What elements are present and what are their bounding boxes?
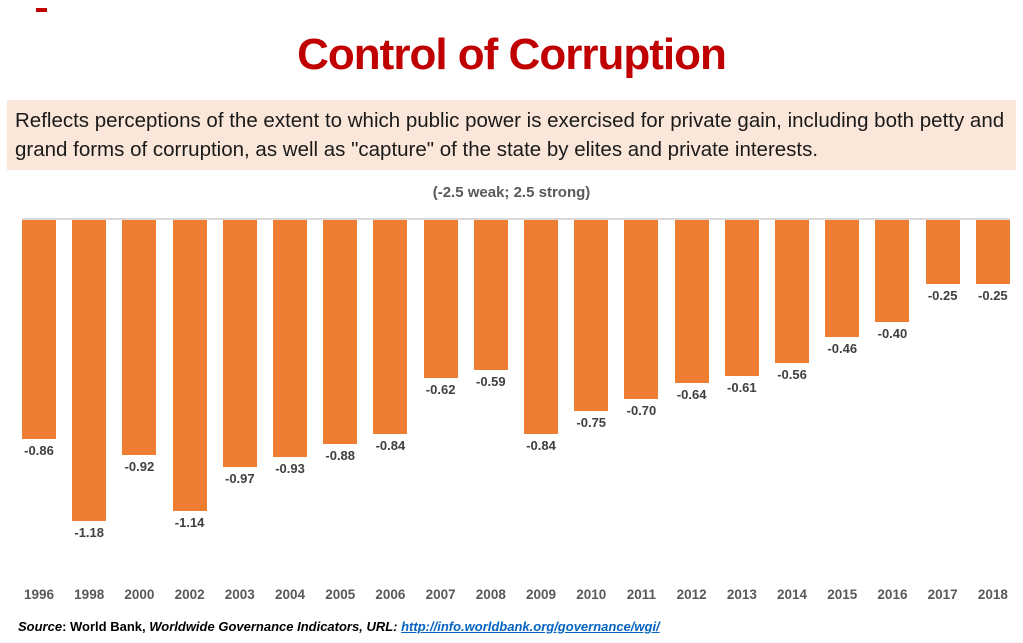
value-label-2014: -0.56 <box>777 367 807 382</box>
year-label-2018: 2018 <box>977 587 1008 602</box>
year-label-2002: 2002 <box>174 587 205 602</box>
value-label-2003: -0.97 <box>224 471 255 486</box>
page-title: Control of Corruption <box>297 30 727 79</box>
bar-column: -0.25 2017 <box>925 220 960 602</box>
bar-1998 <box>72 220 107 521</box>
bar-2017 <box>925 220 960 284</box>
bar-column: -0.61 2013 <box>724 220 759 602</box>
source-line: Source: World Bank, Worldwide Governance… <box>18 619 660 634</box>
year-label-2008: 2008 <box>475 587 506 602</box>
year-label-2010: 2010 <box>576 587 607 602</box>
source-org: : World Bank, <box>62 619 150 634</box>
year-label-2017: 2017 <box>927 587 958 602</box>
bar-column: -0.25 2018 <box>975 220 1010 602</box>
description-text: Reflects perceptions of the extent to wh… <box>15 109 1005 161</box>
bar-2014 <box>775 220 810 363</box>
year-label-1996: 1996 <box>23 587 55 602</box>
bar-column: -0.88 2005 <box>323 220 358 602</box>
value-label-2005: -0.88 <box>325 448 356 463</box>
scale-note: (-2.5 weak; 2.5 strong) <box>432 184 591 201</box>
source-publication: Worldwide Governance Indicators, <box>149 619 367 634</box>
bar-column: -1.18 1998 <box>72 220 107 602</box>
bar-column: -0.40 2016 <box>875 220 910 602</box>
bar-2012 <box>674 220 709 383</box>
value-label-1998: -1.18 <box>74 525 105 540</box>
value-label-2010: -0.75 <box>576 415 607 430</box>
bar-2013 <box>724 220 759 376</box>
bar-2016 <box>875 220 910 322</box>
year-label-2014: 2014 <box>777 587 808 602</box>
value-label-2012: -0.64 <box>676 387 707 402</box>
bar-chart: -0.86 1996 -1.18 1998 -0.92 2000 -1.14 2002 -0.9… <box>22 220 1010 602</box>
value-label-2009: -0.84 <box>526 438 556 453</box>
bar-column: -0.46 2015 <box>825 220 860 602</box>
year-label-2003: 2003 <box>224 587 255 602</box>
year-label-2012: 2012 <box>676 587 707 602</box>
bar-2009 <box>524 220 559 434</box>
bar-column: -0.70 2011 <box>624 220 659 602</box>
value-label-2013: -0.61 <box>727 380 757 395</box>
bar-2011 <box>624 220 659 399</box>
bar-2006 <box>373 220 408 434</box>
bar-column: -1.14 2002 <box>172 220 207 602</box>
year-label-2016: 2016 <box>877 587 908 602</box>
bar-2010 <box>574 220 609 411</box>
year-label-2013: 2013 <box>726 587 757 602</box>
source-url-label: URL: <box>366 619 402 634</box>
bar-column: -0.62 2007 <box>423 220 458 602</box>
bar-1996 <box>22 220 56 439</box>
value-label-2015: -0.46 <box>827 341 858 356</box>
year-label-2011: 2011 <box>626 587 657 602</box>
bar-2002 <box>172 220 207 511</box>
value-label-2011: -0.70 <box>626 403 657 418</box>
bar-column: -0.64 2012 <box>674 220 709 602</box>
source-url-link[interactable]: http://info.worldbank.org/governance/wgi… <box>401 619 660 634</box>
bar-2015 <box>825 220 860 337</box>
bar-column: -0.59 2008 <box>473 220 508 602</box>
value-label-2016: -0.40 <box>877 326 908 341</box>
value-label-2006: -0.84 <box>375 438 406 453</box>
value-label-2000: -0.92 <box>124 459 155 474</box>
stray-red-mark <box>36 8 47 12</box>
value-label-2008: -0.59 <box>476 374 506 389</box>
bar-column: -0.84 2006 <box>373 220 408 602</box>
bar-2003 <box>222 220 257 467</box>
bar-2007 <box>423 220 458 378</box>
bar-column: -0.84 2009 <box>524 220 559 602</box>
description-box: Reflects perceptions of the extent to wh… <box>7 100 1016 170</box>
value-label-2007: -0.62 <box>425 382 456 397</box>
bar-column: -0.75 2010 <box>574 220 609 602</box>
year-label-2007: 2007 <box>425 587 456 602</box>
value-label-2017: -0.25 <box>927 288 958 303</box>
bar-2004 <box>273 220 308 457</box>
value-label-2002: -1.14 <box>174 515 205 530</box>
source-prefix: Source <box>18 619 63 634</box>
value-label-2018: -0.25 <box>978 288 1008 303</box>
value-label-2004: -0.93 <box>275 461 305 476</box>
bar-column: -0.93 2004 <box>273 220 308 602</box>
bar-2018 <box>975 220 1010 284</box>
value-label-1996: -0.86 <box>24 443 54 458</box>
bar-column: -0.92 2000 <box>122 220 157 602</box>
year-label-2005: 2005 <box>325 587 356 602</box>
bar-column: -0.97 2003 <box>222 220 257 602</box>
year-label-2015: 2015 <box>827 587 858 602</box>
bar-2000 <box>122 220 157 455</box>
bar-column: -0.86 1996 <box>22 220 56 602</box>
year-label-1998: 1998 <box>74 587 105 602</box>
year-label-2006: 2006 <box>375 587 406 602</box>
year-label-2004: 2004 <box>274 587 306 602</box>
year-label-2000: 2000 <box>124 587 155 602</box>
bar-column: -0.56 2014 <box>775 220 810 602</box>
year-label-2009: 2009 <box>526 587 557 602</box>
zero-axis-line <box>22 218 1010 220</box>
bar-2005 <box>323 220 358 444</box>
bar-2008 <box>473 220 508 370</box>
